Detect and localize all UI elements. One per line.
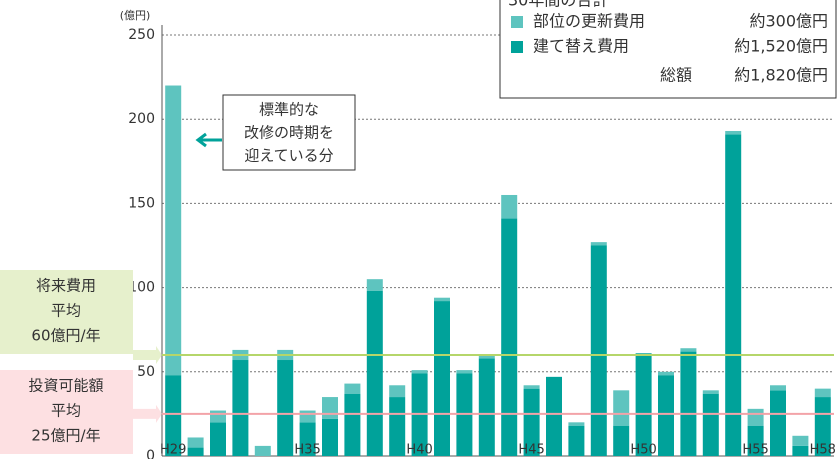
annotation-text: 改修の時期を	[244, 124, 334, 142]
bar-segment	[501, 218, 518, 456]
bar-segment	[747, 425, 764, 456]
bar-segment	[613, 425, 630, 456]
bar-segment	[232, 360, 249, 456]
reference-label: 25億円/年	[31, 427, 100, 445]
bar-segment	[613, 390, 630, 426]
bar-segment	[299, 422, 316, 456]
bar-segment	[702, 390, 719, 394]
bar-segment	[680, 351, 697, 456]
bar-segment	[747, 408, 764, 426]
bar-segment	[411, 370, 428, 374]
bar-segment	[590, 242, 607, 246]
bar-segment	[366, 290, 383, 456]
bar-segment	[725, 134, 742, 456]
x-tick-label: H29	[160, 443, 186, 458]
legend-amount: 約300億円	[749, 12, 828, 31]
y-tick-label: 100	[128, 280, 155, 296]
legend-amount: 約1,520億円	[734, 37, 828, 56]
bar-segment	[658, 371, 674, 376]
x-tick-label: H45	[518, 443, 544, 458]
bar-segment	[702, 393, 719, 456]
bar-segment	[590, 245, 607, 456]
x-tick-label: H58	[810, 443, 836, 458]
legend-box	[499, 0, 837, 99]
y-tick-label: 0	[146, 448, 155, 459]
bar-segment	[187, 437, 204, 448]
reference-label: 投資可能額	[28, 377, 103, 395]
bar-segment	[523, 388, 540, 456]
legend-label: 部位の更新費用	[533, 12, 645, 31]
bar-segment	[456, 370, 473, 374]
bar-segment	[814, 388, 831, 398]
reference-label: 将来費用	[36, 277, 96, 295]
bar-segment	[434, 301, 450, 456]
bar-segment	[478, 358, 495, 456]
y-tick-label: 200	[128, 111, 155, 127]
y-tick-label: 50	[137, 364, 155, 380]
x-tick-label: H50	[630, 443, 656, 458]
bar-segment	[568, 425, 585, 456]
bar-segment	[277, 360, 294, 456]
bar-segment	[366, 279, 383, 291]
bar-segment	[165, 375, 182, 456]
bar-segment	[635, 353, 652, 456]
bar-segment	[254, 445, 271, 456]
y-tick-label: 150	[128, 195, 155, 211]
reference-arrow	[133, 404, 162, 423]
bar-segment	[792, 435, 809, 446]
reference-box	[0, 270, 133, 354]
bar-segment	[658, 375, 674, 456]
legend-label: 建て替え費用	[533, 37, 629, 56]
annotation-box	[222, 94, 356, 171]
x-tick-label: H35	[294, 443, 320, 458]
reference-label: 平均	[51, 302, 81, 320]
bar-segment	[210, 422, 226, 456]
legend-swatch	[511, 41, 523, 53]
bar-segment	[501, 194, 518, 219]
annotation-text: 迎えている分	[244, 147, 333, 165]
bar-segment	[434, 297, 450, 302]
bar-segment	[344, 383, 361, 394]
bar-segment	[210, 410, 226, 423]
reference-box	[0, 370, 133, 454]
bar-segment	[344, 393, 361, 456]
x-tick-label: H55	[742, 443, 768, 458]
bar-segment	[680, 348, 697, 352]
bar-segment	[187, 447, 204, 456]
reference-label: 60億円/年	[31, 327, 100, 345]
bar-segment	[770, 390, 786, 456]
bar-segment	[478, 354, 495, 359]
legend-title: 30年間の合計	[508, 0, 608, 10]
y-tick-label: 250	[128, 27, 155, 43]
bar-segment	[792, 445, 809, 456]
reference-arrow	[133, 345, 162, 364]
bar-segment	[546, 376, 562, 456]
annotation-text: 標準的な	[259, 101, 319, 119]
bar-segment	[299, 410, 316, 423]
bar-segment	[322, 418, 338, 456]
bar-segment	[814, 397, 831, 456]
bar-segment	[568, 422, 585, 426]
bar-segment	[165, 85, 182, 376]
legend-swatch	[511, 16, 523, 28]
bar-segment	[523, 385, 540, 389]
bar-segment	[725, 130, 742, 135]
bar-segment	[389, 385, 406, 398]
x-tick-label: H40	[406, 443, 432, 458]
bar-segment	[322, 397, 338, 419]
bar-segment	[770, 385, 786, 391]
y-unit: (億円)	[120, 9, 151, 22]
legend-total-value: 約1,820億円	[734, 66, 828, 85]
annotation-arrow	[195, 132, 222, 148]
reference-label: 平均	[51, 402, 81, 420]
legend-total-label: 総額	[660, 66, 692, 85]
bar-segment	[389, 397, 406, 456]
